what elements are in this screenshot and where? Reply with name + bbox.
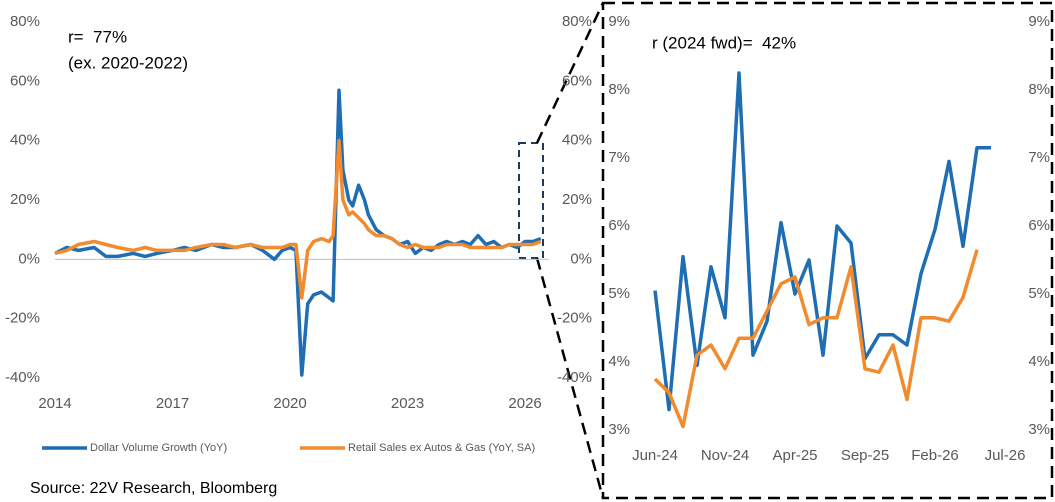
y2-tick-label: 8% bbox=[1028, 81, 1050, 98]
y2-tick-label: -40% bbox=[557, 369, 592, 386]
y2-tick-label: 0% bbox=[570, 250, 592, 267]
y-tick-label: 9% bbox=[608, 13, 630, 30]
y-tick-label: 80% bbox=[10, 13, 40, 30]
series-line bbox=[54, 138, 542, 300]
y-tick-label: 4% bbox=[608, 353, 630, 370]
y-tick-label: 6% bbox=[608, 217, 630, 234]
y-tick-label: -20% bbox=[5, 310, 40, 327]
x-tick-label: Jun-24 bbox=[632, 447, 678, 464]
x-tick-label: Sep-25 bbox=[841, 447, 889, 464]
x-tick-label: 2020 bbox=[273, 395, 306, 412]
y2-tick-label: 7% bbox=[1028, 149, 1050, 166]
x-tick-label: Nov-24 bbox=[701, 447, 749, 464]
y2-tick-label: 60% bbox=[562, 72, 592, 89]
connector bbox=[535, 257, 605, 499]
annotation: r (2024 fwd)= 42% bbox=[652, 33, 796, 52]
y2-tick-label: 80% bbox=[562, 13, 592, 30]
x-tick-label: 2017 bbox=[156, 395, 189, 412]
zoom-panel bbox=[601, 1, 1054, 500]
series-line bbox=[653, 71, 991, 412]
y-tick-label: 8% bbox=[608, 81, 630, 98]
y2-tick-label: 3% bbox=[1028, 421, 1050, 438]
y-tick-label: -40% bbox=[5, 369, 40, 386]
x-tick-label: Apr-25 bbox=[772, 447, 817, 464]
connector bbox=[535, 2, 605, 144]
y2-tick-label: 20% bbox=[562, 191, 592, 208]
y2-tick-label: 4% bbox=[1028, 353, 1050, 370]
y-tick-label: 20% bbox=[10, 191, 40, 208]
x-tick-label: Jul-26 bbox=[985, 447, 1026, 464]
y2-tick-label: 9% bbox=[1028, 13, 1050, 30]
y-tick-label: 7% bbox=[608, 149, 630, 166]
legend-label: Retail Sales ex Autos & Gas (YoY, SA) bbox=[348, 442, 535, 454]
x-tick-label: Feb-26 bbox=[911, 447, 959, 464]
annotation: r= 77% bbox=[68, 27, 127, 46]
zoom-box bbox=[518, 142, 544, 259]
series-line bbox=[653, 249, 979, 429]
annotation: (ex. 2020-2022) bbox=[68, 53, 188, 72]
y-tick-label: 60% bbox=[10, 72, 40, 89]
source: Source: 22V Research, Bloomberg bbox=[30, 480, 277, 497]
y2-tick-label: 40% bbox=[562, 132, 592, 149]
y-tick-label: 0% bbox=[18, 250, 40, 267]
y2-tick-label: 5% bbox=[1028, 285, 1050, 302]
x-tick-label: 2023 bbox=[391, 395, 424, 412]
y2-tick-label: 6% bbox=[1028, 217, 1050, 234]
y-tick-label: 5% bbox=[608, 285, 630, 302]
y-tick-label: 40% bbox=[10, 132, 40, 149]
y2-tick-label: -20% bbox=[557, 310, 592, 327]
x-tick-label: 2026 bbox=[508, 395, 541, 412]
y-tick-label: 3% bbox=[608, 421, 630, 438]
x-tick-label: 2014 bbox=[38, 395, 71, 412]
series-line bbox=[54, 88, 542, 377]
legend-label: Dollar Volume Growth (YoY) bbox=[90, 442, 227, 454]
